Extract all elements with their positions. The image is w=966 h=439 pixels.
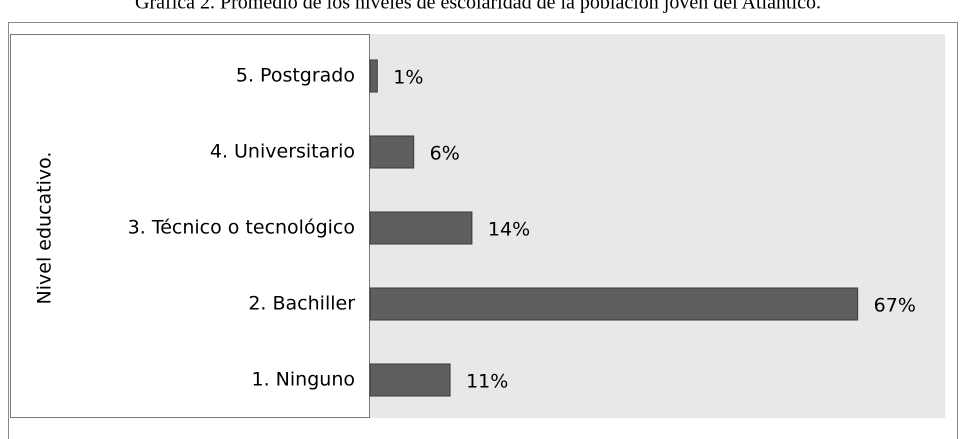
y-tick-label: 4. Universitario [210, 141, 355, 163]
bar [369, 59, 378, 93]
data-label: 6% [430, 143, 460, 165]
frame [8, 22, 958, 439]
y-tick-label: 2. Bachiller [248, 293, 355, 315]
y-tick-label: 3. Técnico o tecnológico [128, 217, 355, 239]
data-label: 11% [466, 371, 508, 393]
bar [369, 211, 473, 245]
bar [369, 287, 859, 321]
bar [369, 135, 415, 169]
chart-title: Gráfica 2. Promedio de los niveles de es… [135, 0, 821, 14]
y-tick-label: 5. Postgrado [236, 65, 355, 87]
bar [369, 363, 451, 397]
data-label: 67% [874, 295, 916, 317]
data-label: 1% [393, 67, 423, 89]
label-panel [10, 34, 370, 418]
data-label: 14% [488, 219, 530, 241]
y-axis-label: Nivel educativo. [34, 152, 56, 305]
y-tick-label: 1. Ninguno [252, 369, 355, 391]
